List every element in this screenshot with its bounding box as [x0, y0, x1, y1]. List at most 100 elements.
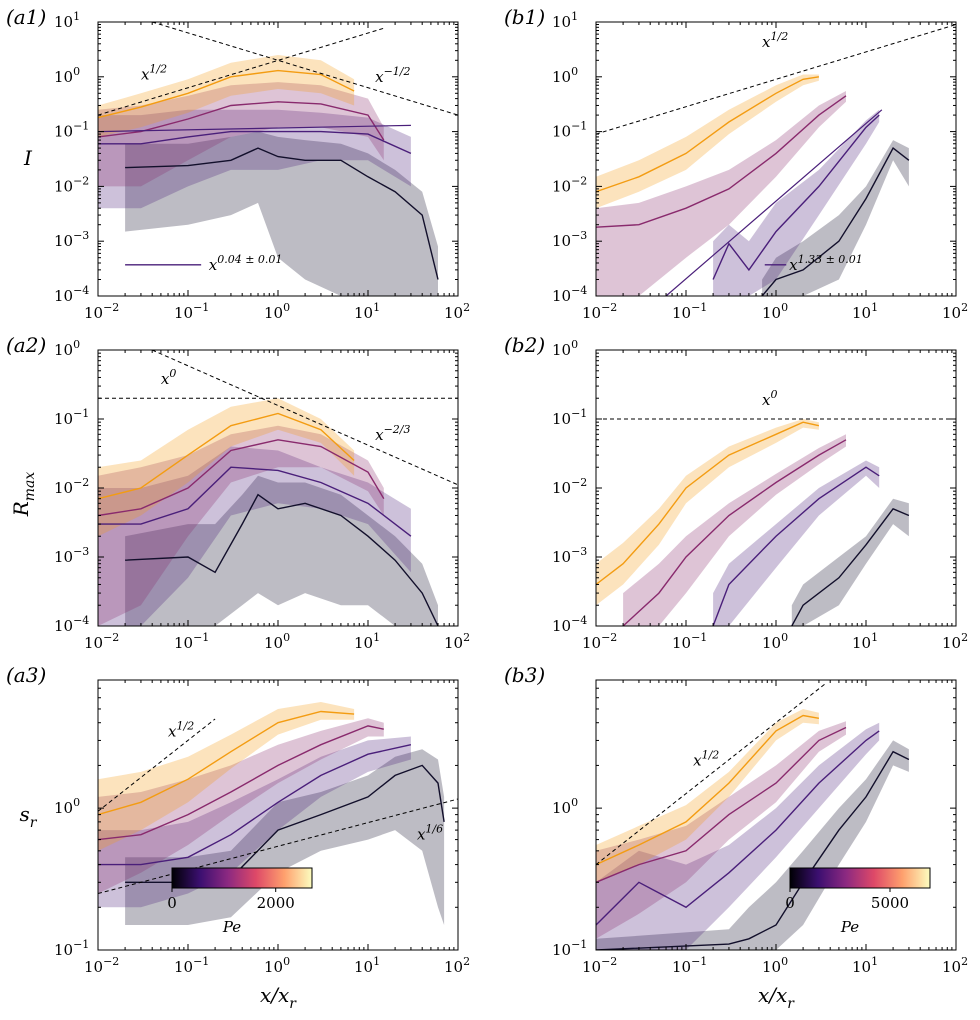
guide-label-1: x1/2 — [168, 719, 194, 740]
guide-label-1: x0 — [161, 367, 176, 388]
series-line-1 — [596, 76, 820, 193]
series-band-1 — [98, 398, 355, 537]
series-band-2 — [98, 82, 384, 187]
plot-area — [98, 702, 458, 925]
x-tick-label: 10−2 — [84, 301, 119, 322]
series-band-1 — [596, 74, 819, 209]
x-tick-label: 101 — [852, 955, 878, 976]
series-line-4 — [761, 147, 910, 296]
series-band-4 — [125, 475, 438, 626]
series-line-3 — [712, 466, 880, 626]
plot-area — [596, 24, 956, 296]
y-axis-label: sr — [20, 802, 38, 831]
y-tick-label: 10−1 — [552, 120, 587, 141]
fit-line — [665, 109, 883, 296]
y-axis-label: I — [23, 146, 33, 170]
x-axis-label: x/xr — [758, 983, 795, 1012]
fit-line — [98, 124, 411, 133]
series-band-2 — [623, 434, 846, 626]
y-tick-label: 10−3 — [552, 229, 587, 250]
series-line-2 — [596, 95, 847, 228]
y-tick-label: 10−2 — [552, 476, 587, 497]
guide-label-2: x1/6 — [417, 823, 443, 844]
guide-line-2 — [98, 798, 458, 895]
series-line-2 — [98, 439, 385, 517]
series-line-4 — [125, 147, 439, 280]
y-tick-label: 10−4 — [552, 614, 587, 635]
plot-area — [596, 418, 956, 626]
panel-label: (a3) — [6, 663, 46, 687]
panel-a2: 10−2 10−1 100 101 102 10−4 10−3 10−2 10−1 100 (a2)… — [6, 333, 470, 652]
series-band-2 — [596, 91, 846, 296]
y-tick-label: 10−4 — [552, 284, 587, 305]
y-tick-label: 10−1 — [552, 407, 587, 428]
y-tick-label: 10−3 — [552, 545, 587, 566]
guide-line-1 — [98, 718, 216, 812]
x-tick-label: 101 — [354, 631, 380, 652]
colorbar-tick-label: 5000 — [871, 894, 909, 912]
x-tick-label: 100 — [264, 631, 290, 652]
y-tick-label: 10−3 — [54, 545, 89, 566]
series-line-1 — [98, 69, 355, 119]
series-line-2 — [98, 101, 385, 141]
y-tick-label: 10−1 — [552, 938, 587, 959]
plot-area — [596, 683, 910, 950]
series-line-3 — [98, 130, 412, 155]
y-tick-label: 101 — [552, 10, 578, 31]
x-tick-label: 10−1 — [672, 955, 707, 976]
colorbar-tick-label: 2000 — [257, 894, 295, 912]
series-band-1 — [98, 702, 355, 851]
x-tick-label: 100 — [762, 631, 788, 652]
colorbar: 0 5000 Pe — [785, 867, 931, 936]
x-tick-label: 102 — [942, 631, 968, 652]
panel-label: (a2) — [6, 333, 46, 357]
guide-label-1: x1/2 — [141, 62, 167, 83]
y-tick-label: 10−3 — [54, 229, 89, 250]
series-line-1 — [98, 710, 355, 816]
series-band-3 — [596, 722, 880, 950]
colorbar-gradient — [171, 867, 313, 889]
y-tick-label: 100 — [54, 796, 80, 817]
series-line-4 — [125, 493, 439, 626]
series-line-2 — [596, 726, 847, 883]
series-line-2 — [622, 439, 847, 626]
guide-label-1: x1/2 — [693, 748, 719, 769]
x-tick-label: 101 — [354, 955, 380, 976]
y-tick-label: 10−2 — [552, 174, 587, 195]
fit-label: x0.04 ± 0.01 — [209, 253, 283, 274]
y-tick-label: 10−2 — [54, 476, 89, 497]
y-tick-label: 100 — [552, 796, 578, 817]
series-band-1 — [98, 55, 355, 137]
x-tick-label: 100 — [264, 301, 290, 322]
colorbar-label: Pe — [840, 918, 859, 936]
series-line-3 — [98, 744, 412, 866]
series-band-3 — [713, 460, 880, 626]
x-tick-label: 10−1 — [174, 955, 209, 976]
x-tick-label: 10−2 — [582, 631, 617, 652]
y-tick-label: 101 — [54, 10, 80, 31]
series-line-3 — [712, 114, 880, 280]
x-tick-label: 101 — [852, 631, 878, 652]
series-line-1 — [98, 412, 355, 500]
y-tick-label: 10−1 — [54, 407, 89, 428]
panel-b1: 10−2 10−1 100 101 102 10−4 10−3 10−2 10−1 100 101 (… — [504, 5, 968, 322]
panel-label: (a1) — [6, 5, 46, 29]
series-band-3 — [98, 109, 411, 209]
series-band-2 — [98, 718, 384, 894]
series-line-4 — [791, 507, 910, 626]
series-band-4 — [762, 140, 909, 296]
x-tick-label: 100 — [762, 301, 788, 322]
series-line-2 — [98, 725, 384, 841]
series-line-1 — [596, 421, 820, 586]
y-tick-label: 10−1 — [54, 120, 89, 141]
x-tick-label: 102 — [942, 955, 968, 976]
series-band-2 — [98, 425, 384, 626]
x-tick-label: 10−1 — [672, 301, 707, 322]
x-tick-label: 102 — [444, 301, 470, 322]
panel-label: (b2) — [504, 333, 545, 357]
series-band-3 — [98, 736, 411, 908]
colorbar: 0 2000 Pe — [167, 867, 313, 936]
series-line-3 — [596, 730, 880, 926]
